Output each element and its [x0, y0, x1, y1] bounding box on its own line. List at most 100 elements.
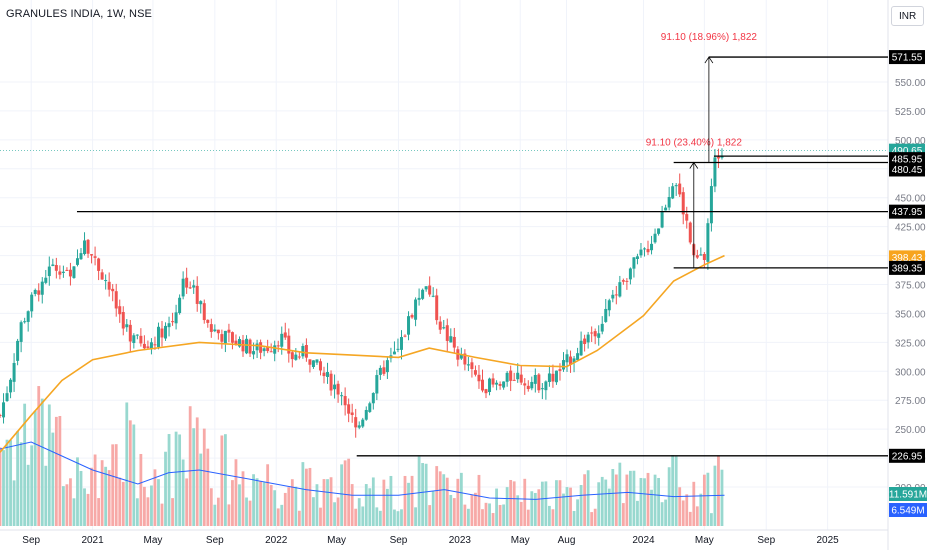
candle-body: [304, 344, 308, 358]
x-tick-label: May: [695, 535, 714, 546]
volume-bar: [9, 440, 12, 526]
candle-body: [47, 266, 51, 277]
volume-bar: [678, 487, 682, 526]
candle-body: [287, 335, 291, 354]
volume-bar: [414, 507, 417, 526]
candle-body: [502, 381, 506, 388]
candle-body: [459, 354, 463, 359]
volume-bar: [653, 474, 657, 526]
candle-body: [646, 248, 650, 253]
volume-bar: [132, 424, 136, 526]
volume-bar: [681, 500, 685, 526]
volume-bar: [259, 481, 263, 526]
y-tick-label: 350.00: [895, 309, 926, 320]
candle-body: [618, 282, 622, 297]
candle-body: [695, 255, 699, 258]
candle-body: [185, 277, 189, 288]
candle-body: [336, 383, 340, 395]
candle-body: [58, 271, 62, 275]
candle-body: [83, 240, 87, 255]
candle-body: [75, 258, 79, 265]
candle-body: [322, 372, 326, 377]
candle-body: [40, 281, 44, 295]
candle-body: [160, 328, 164, 338]
volume-bar: [111, 444, 115, 526]
candle-body: [540, 388, 544, 390]
volume-bar: [72, 498, 76, 526]
candle-body: [340, 395, 344, 397]
x-tick-label: 2022: [265, 535, 288, 546]
candle-body: [403, 335, 407, 337]
candle-body: [678, 183, 682, 195]
candle-body: [505, 372, 509, 382]
candle-body: [417, 297, 421, 300]
candle-body: [111, 288, 115, 292]
volume-bar: [340, 464, 344, 526]
volume-bar: [181, 459, 185, 526]
y-tick-label: 550.00: [895, 78, 926, 89]
candle-body: [653, 233, 657, 243]
y-tick-label: 250.00: [895, 425, 926, 436]
volume-bar: [495, 488, 498, 526]
candle-body: [452, 336, 456, 348]
volume-bar: [417, 456, 421, 526]
x-tick-label: Sep: [22, 535, 40, 546]
volume-bar: [65, 484, 69, 526]
volume-bar: [37, 386, 41, 526]
volume-bar: [153, 469, 157, 526]
level-480-label: 480.45: [892, 165, 923, 176]
x-tick-label: 2023: [449, 535, 472, 546]
candle-body: [125, 324, 129, 328]
volume-bar: [54, 416, 58, 526]
volume-bar: [255, 478, 259, 526]
candle-body: [121, 312, 125, 329]
volume-bar: [621, 503, 625, 526]
candle-body: [37, 290, 41, 295]
volume-bar: [442, 474, 446, 526]
candle-body: [572, 358, 576, 363]
volume-bar: [5, 439, 9, 526]
volume-bar: [188, 406, 192, 526]
volume-bar: [477, 474, 481, 526]
volume-bar: [118, 477, 122, 526]
volume-bar: [512, 481, 516, 526]
candle-body: [526, 385, 530, 390]
volume-bar: [382, 479, 386, 526]
volume-bar: [706, 472, 710, 526]
symbol-title: GRANULES INDIA, 1W, NSE: [6, 8, 152, 20]
candle-body: [195, 285, 199, 304]
volume-bar: [213, 504, 217, 526]
volume-bar: [223, 434, 227, 526]
candle-body: [477, 374, 481, 382]
candle-body: [156, 326, 160, 347]
candle-body: [449, 336, 453, 343]
candle-body: [445, 325, 449, 341]
candle-body: [230, 332, 234, 343]
volume-bar: [505, 487, 509, 526]
candle-body: [326, 372, 330, 377]
volume-bar: [540, 481, 544, 526]
volume-bar: [544, 481, 548, 526]
candle-body: [392, 351, 396, 355]
candle-body: [382, 367, 386, 374]
volume-bar: [671, 455, 675, 526]
candle-body: [512, 379, 516, 381]
volume-bar: [586, 470, 590, 526]
volume-bar: [107, 470, 111, 526]
currency-button[interactable]: INR: [891, 6, 924, 26]
volume-bar: [361, 506, 365, 526]
volume-bar: [583, 474, 587, 526]
candle-body: [635, 256, 639, 259]
volume-bar: [491, 513, 495, 526]
candle-body: [44, 277, 48, 283]
candle-body: [590, 332, 594, 334]
candle-body: [385, 360, 389, 373]
candle-body: [97, 258, 101, 271]
volume-bar: [378, 510, 382, 526]
volume-bar: [86, 493, 90, 526]
candle-body: [153, 344, 157, 346]
volume-bar: [199, 453, 203, 526]
candle-body: [593, 331, 597, 337]
